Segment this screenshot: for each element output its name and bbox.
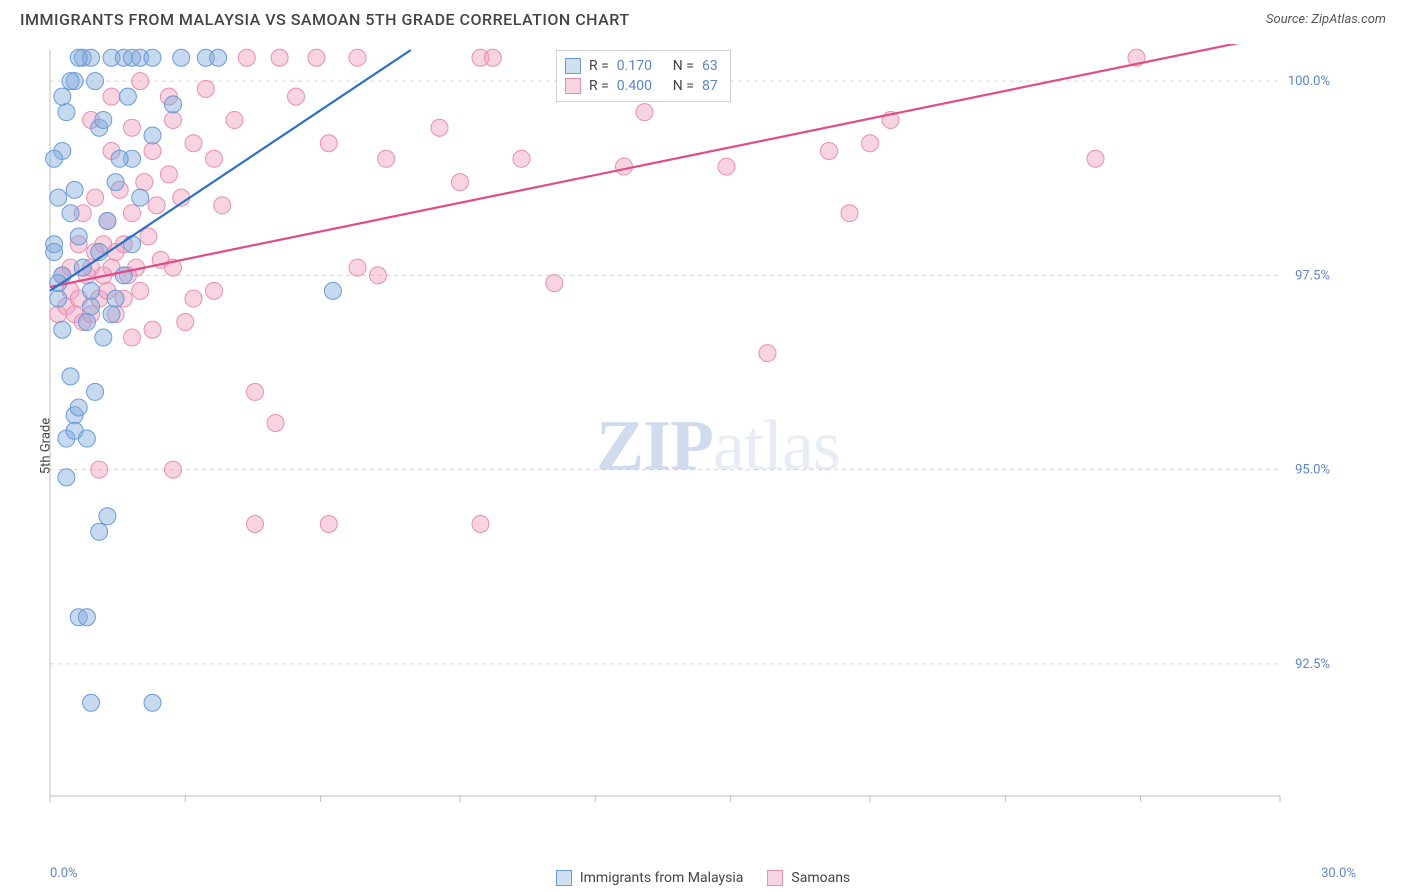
- svg-text:97.5%: 97.5%: [1295, 268, 1330, 283]
- chart-area: 5th Grade 92.5%95.0%97.5%100.0% ZIPatlas: [40, 44, 1396, 848]
- legend-swatch-b-bottom: [767, 870, 783, 886]
- legend-swatch-a-bottom: [556, 870, 572, 886]
- n-label-b: N =: [673, 78, 694, 94]
- legend-item-b: Samoans: [767, 870, 850, 886]
- y-axis-label: 5th Grade: [39, 418, 54, 474]
- legend-row-a: R = 0.170 N = 63: [565, 56, 718, 76]
- svg-text:100.0%: 100.0%: [1288, 74, 1330, 89]
- r-value-b: 0.400: [617, 78, 665, 94]
- legend-item-a: Immigrants from Malaysia: [556, 870, 744, 886]
- n-value-b: 87: [702, 78, 718, 94]
- n-label-a: N =: [673, 58, 694, 74]
- r-label-b: R =: [589, 78, 609, 94]
- legend-swatch-b: [565, 78, 581, 94]
- chart-title: IMMIGRANTS FROM MALAYSIA VS SAMOAN 5TH G…: [20, 10, 630, 29]
- r-value-a: 0.170: [617, 58, 665, 74]
- legend-row-b: R = 0.400 N = 87: [565, 76, 718, 96]
- legend-swatch-a: [565, 58, 581, 74]
- svg-text:92.5%: 92.5%: [1295, 657, 1330, 672]
- legend-label-a: Immigrants from Malaysia: [580, 870, 744, 886]
- source-label: Source: ZipAtlas.com: [1266, 12, 1386, 27]
- series-legend: Immigrants from Malaysia Samoans: [0, 870, 1406, 886]
- legend-label-b: Samoans: [791, 870, 850, 886]
- correlation-legend: R = 0.170 N = 63 R = 0.400 N = 87: [556, 50, 731, 102]
- svg-text:95.0%: 95.0%: [1295, 463, 1330, 478]
- r-label-a: R =: [589, 58, 609, 74]
- scatter-plot: 92.5% 95.0% 97.5% 100.0%: [40, 44, 1400, 838]
- n-value-a: 63: [702, 58, 718, 74]
